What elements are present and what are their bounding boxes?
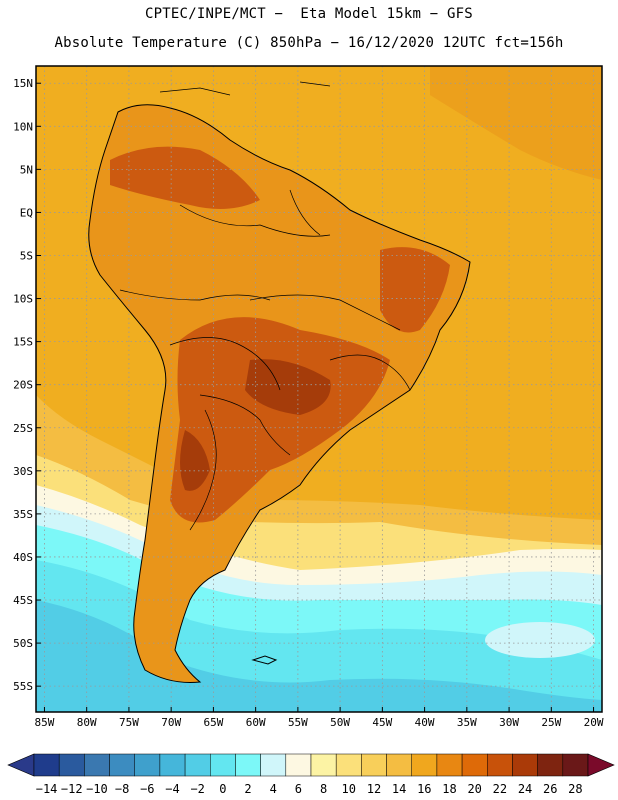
lat-label: 15S [13, 336, 33, 349]
colorbar-label: −2 [190, 782, 204, 796]
lon-label: 20W [584, 716, 604, 729]
colorbar-swatch [562, 753, 589, 777]
field-hot-north [110, 146, 260, 209]
colorbar-swatch [310, 753, 337, 777]
colorbar-swatch [487, 753, 513, 777]
lon-label: 45W [372, 716, 392, 729]
colorbar-label: −8 [115, 782, 129, 796]
longitude-labels: 85W 80W 75W 70W 65W 60W 55W 50W 45W 40W 35W 30W 25W 2… [35, 707, 604, 729]
field-band-teal [36, 600, 602, 712]
lon-label: 50W [330, 716, 350, 729]
colorbar-label: 6 [295, 782, 302, 796]
colorbar: −14 −12 −10 −8 −6 −4 −2 0 2 4 6 8 10 12 14 16 18 20 22 24 26… [7, 753, 615, 796]
field-hottest-parana [245, 359, 331, 415]
colorbar-label: 22 [493, 782, 507, 796]
lat-label: 20S [13, 379, 33, 392]
lat-label: 10S [13, 293, 33, 306]
latitude-labels: 15N 10N 5N EQ 5S 10S 15S 20S 25S 30S 35S 40S 45S 50S 5… [13, 77, 41, 693]
colorbar-swatch [461, 753, 488, 777]
title-line-1: CPTEC/INPE/MCT − Eta Model 15km − GFS [145, 6, 473, 22]
colorbar-label: −4 [165, 782, 179, 796]
lon-label: 75W [119, 716, 139, 729]
lat-label: 45S [13, 594, 33, 607]
country-borders [119, 189, 411, 531]
lon-label: 25W [541, 716, 561, 729]
colorbar-swatch [411, 753, 438, 777]
lon-label: 30W [499, 716, 519, 729]
colorbar-swatch [537, 753, 564, 777]
colorbar-label: 10 [342, 782, 356, 796]
colorbar-swatch [512, 753, 538, 777]
lon-label: 80W [77, 716, 97, 729]
lat-label: 25S [13, 422, 33, 435]
colorbar-label: 18 [442, 782, 456, 796]
colorbar-swatch [285, 753, 312, 777]
field-band-north-atlantic [430, 66, 602, 180]
lon-label: 70W [161, 716, 181, 729]
colorbar-label: 8 [320, 782, 327, 796]
colorbar-label: −12 [61, 782, 83, 796]
colorbar-label: 12 [367, 782, 381, 796]
colorbar-label: 0 [219, 782, 226, 796]
colorbar-swatch [109, 753, 135, 777]
colorbar-arrow-high [587, 753, 615, 777]
colorbar-swatch [436, 753, 463, 777]
colorbar-swatch [361, 753, 387, 777]
colorbar-label: −14 [36, 782, 58, 796]
lat-label: 5S [20, 249, 33, 262]
lon-label: 35W [457, 716, 477, 729]
lat-label: 30S [13, 465, 33, 478]
colorbar-swatch [210, 753, 236, 777]
colorbar-swatch [335, 753, 362, 777]
colorbar-swatch [386, 753, 412, 777]
colorbar-label: −10 [86, 782, 108, 796]
temperature-field [36, 66, 602, 712]
lat-label: 15N [13, 77, 33, 90]
colorbar-swatch [184, 753, 211, 777]
title-line-2: Absolute Temperature (C) 850hPa − 16/12/… [54, 35, 564, 51]
colorbar-swatch [134, 753, 161, 777]
lat-label: 50S [13, 637, 33, 650]
caribbean-islands [159, 81, 331, 96]
colorbar-swatch [84, 753, 110, 777]
lat-label: EQ [20, 206, 33, 219]
lon-label: 40W [415, 716, 435, 729]
colorbar-label: 14 [392, 782, 406, 796]
colorbar-swatch [33, 753, 60, 777]
colorbar-label: 24 [518, 782, 532, 796]
lon-label: 85W [35, 716, 55, 729]
lat-label: 10N [13, 120, 33, 133]
colorbar-label: 4 [270, 782, 277, 796]
colorbar-swatch [159, 753, 186, 777]
colorbar-arrow-low [7, 753, 35, 777]
lon-label: 65W [203, 716, 223, 729]
colorbar-swatch [260, 753, 287, 777]
lat-label: 40S [13, 551, 33, 564]
lat-label: 5N [20, 163, 33, 176]
lat-label: 35S [13, 508, 33, 521]
colorbar-label: 20 [467, 782, 481, 796]
coastline [88, 104, 471, 683]
colorbar-swatch [58, 753, 85, 777]
colorbar-label: 2 [244, 782, 251, 796]
colorbar-swatch [235, 753, 261, 777]
colorbar-label: 28 [568, 782, 582, 796]
colorbar-label: 26 [543, 782, 557, 796]
map-frame [35, 65, 603, 713]
lon-label: 60W [246, 716, 266, 729]
field-swirl-south-atlantic [485, 622, 595, 658]
falkland-islands [251, 655, 278, 665]
lon-label: 55W [288, 716, 308, 729]
colorbar-label: −6 [140, 782, 154, 796]
colorbar-label: 16 [417, 782, 431, 796]
field-hot-northeast [380, 247, 450, 333]
field-hottest-chaco [180, 430, 210, 491]
lat-label: 55S [13, 680, 33, 693]
